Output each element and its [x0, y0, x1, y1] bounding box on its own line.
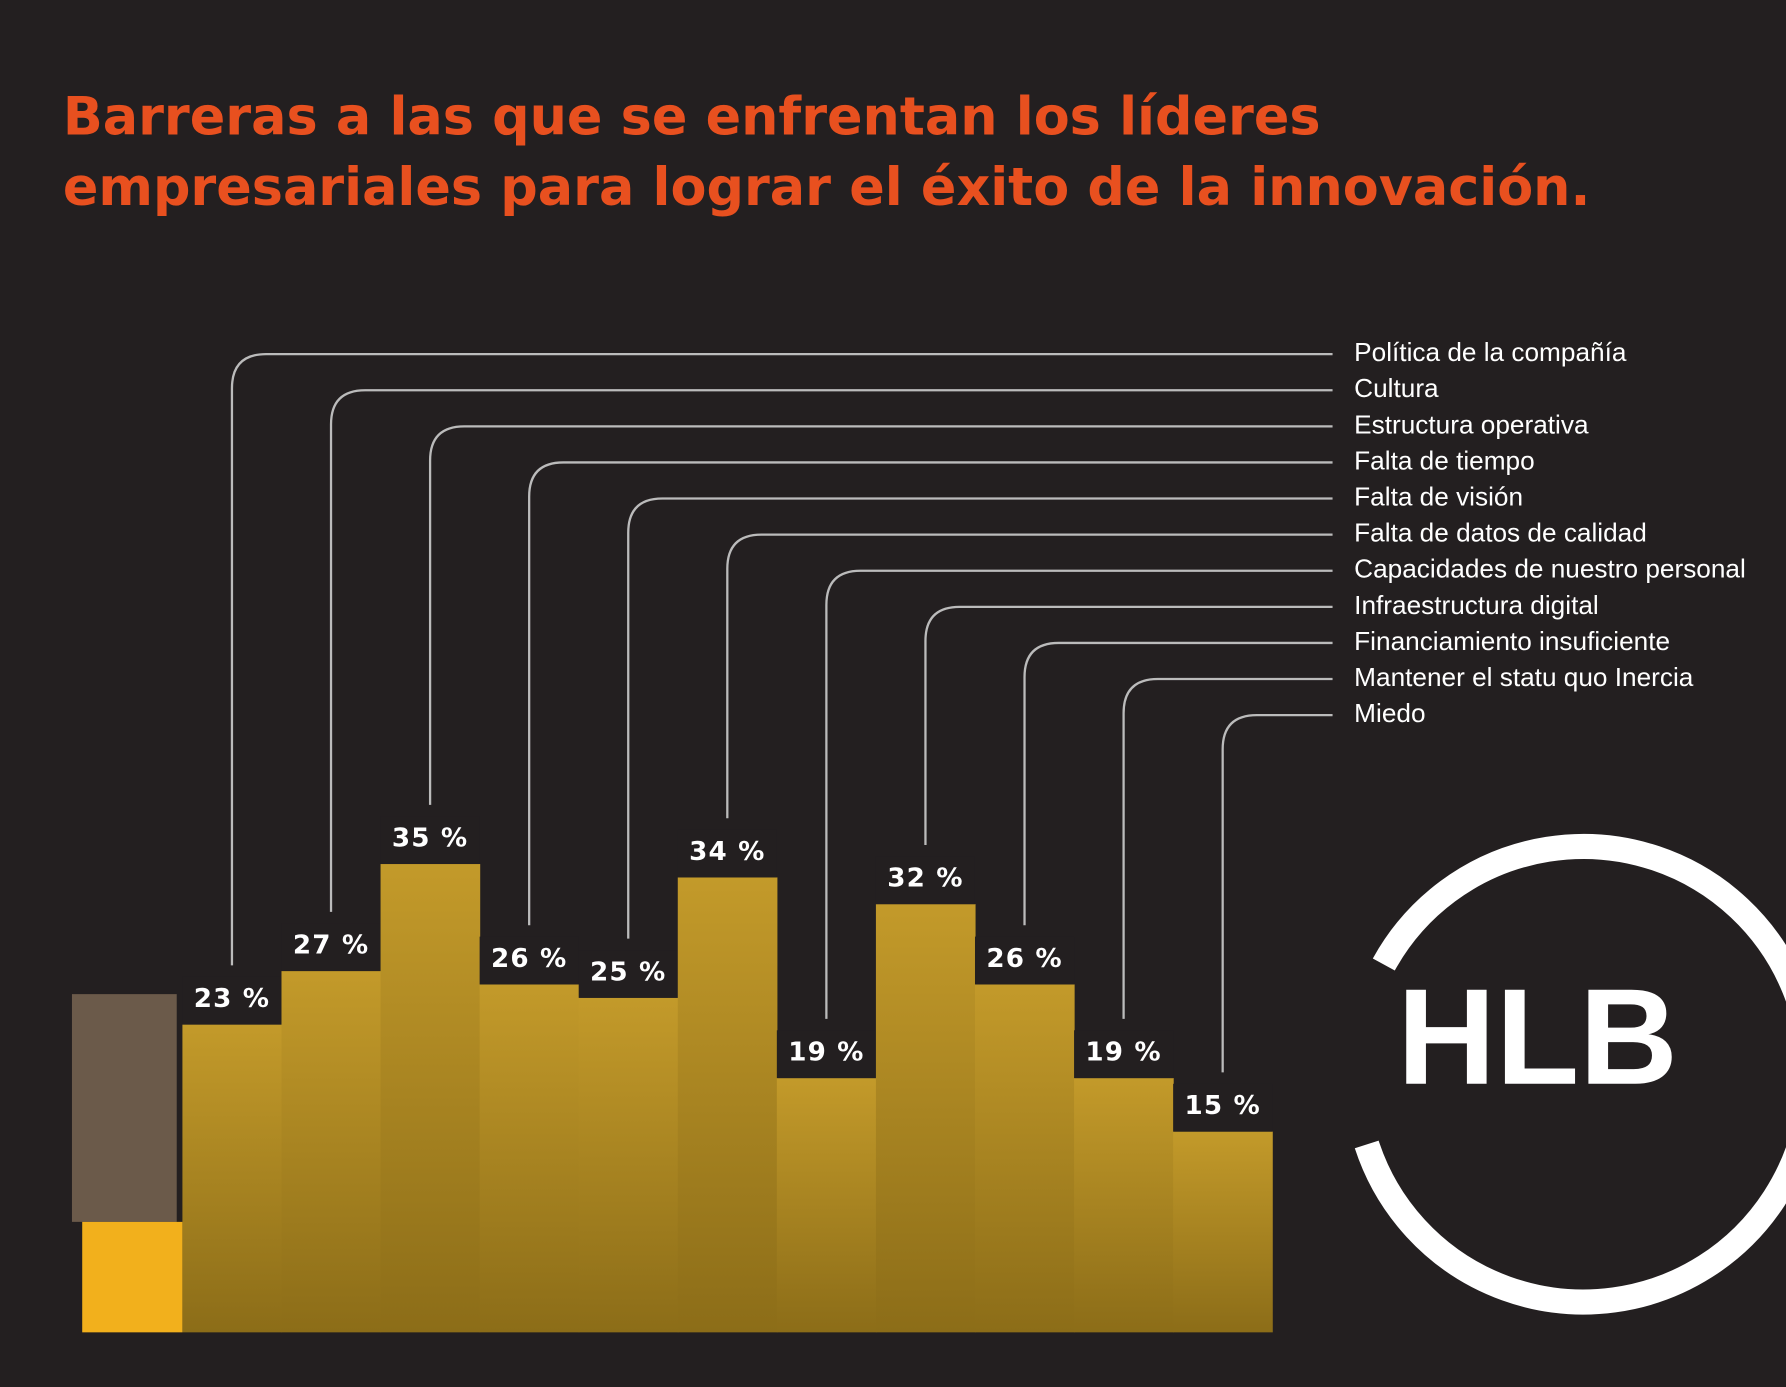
title-line: empresariales para lograr el éxito de la… — [63, 157, 1591, 218]
connector — [1221, 713, 1333, 1073]
value-label: 35 % — [392, 823, 468, 853]
bar — [677, 877, 778, 1333]
connector — [230, 353, 1333, 966]
connector — [1122, 677, 1333, 1019]
legend-label: Falta de tiempo — [1354, 445, 1535, 475]
legend-label: Mantener el statu quo Inercia — [1354, 662, 1694, 692]
bar — [1173, 1131, 1273, 1333]
label-box — [776, 1030, 876, 1079]
value-label: 27 % — [293, 931, 369, 961]
label-box — [578, 950, 678, 998]
logo: HLB — [1397, 960, 1678, 1113]
connector — [528, 461, 1333, 926]
photo-block — [71, 994, 177, 1222]
connector — [1023, 641, 1333, 926]
value-label: 23 % — [194, 984, 270, 1014]
legend-label: Infraestructura digital — [1354, 590, 1599, 620]
bar — [479, 984, 580, 1333]
legend-label: Miedo — [1354, 698, 1425, 728]
label-box — [1173, 1083, 1273, 1132]
value-label: 15 % — [1184, 1091, 1260, 1121]
bar — [182, 1024, 283, 1333]
connector — [924, 605, 1333, 845]
title-line: Barreras a las que se enfrentan los líde… — [63, 86, 1321, 147]
bar — [875, 904, 976, 1333]
connector — [825, 569, 1333, 1019]
legend-label: Política de la compañía — [1354, 337, 1627, 367]
bar — [974, 984, 1075, 1333]
value-label: 32 % — [887, 864, 963, 894]
label-box — [380, 816, 480, 865]
label-box — [182, 976, 282, 1025]
bar — [281, 971, 382, 1333]
bar — [578, 997, 679, 1333]
bar — [776, 1078, 877, 1333]
legend-label: Capacidades de nuestro personal — [1354, 554, 1746, 584]
value-label: 34 % — [689, 837, 765, 867]
accent-block — [82, 1221, 183, 1333]
connector — [329, 389, 1333, 912]
label-box — [1074, 1030, 1174, 1079]
legend-label: Falta de datos de calidad — [1354, 518, 1647, 548]
value-label: 19 % — [1085, 1038, 1161, 1068]
bar — [1074, 1078, 1174, 1333]
legend-label: Financiamiento insuficiente — [1354, 626, 1670, 656]
bar — [380, 864, 481, 1333]
connector — [726, 533, 1333, 819]
chart: 23 % Política de la compañía 27 % Cultura 35… — [182, 337, 1746, 1333]
value-label: 26 % — [986, 944, 1062, 974]
logo-ring — [1354, 834, 1786, 1315]
connector — [627, 497, 1333, 939]
connector — [428, 425, 1333, 805]
legend-label: Cultura — [1354, 373, 1439, 403]
legend-label: Estructura operativa — [1354, 409, 1589, 439]
label-box — [974, 936, 1075, 985]
value-label: 26 % — [491, 944, 567, 974]
legend-label: Falta de visión — [1354, 481, 1523, 511]
label-box — [479, 936, 579, 985]
value-label: 25 % — [590, 957, 666, 987]
value-label: 19 % — [788, 1038, 864, 1068]
label-box — [677, 829, 777, 878]
label-box — [875, 856, 975, 905]
label-box — [281, 923, 381, 972]
